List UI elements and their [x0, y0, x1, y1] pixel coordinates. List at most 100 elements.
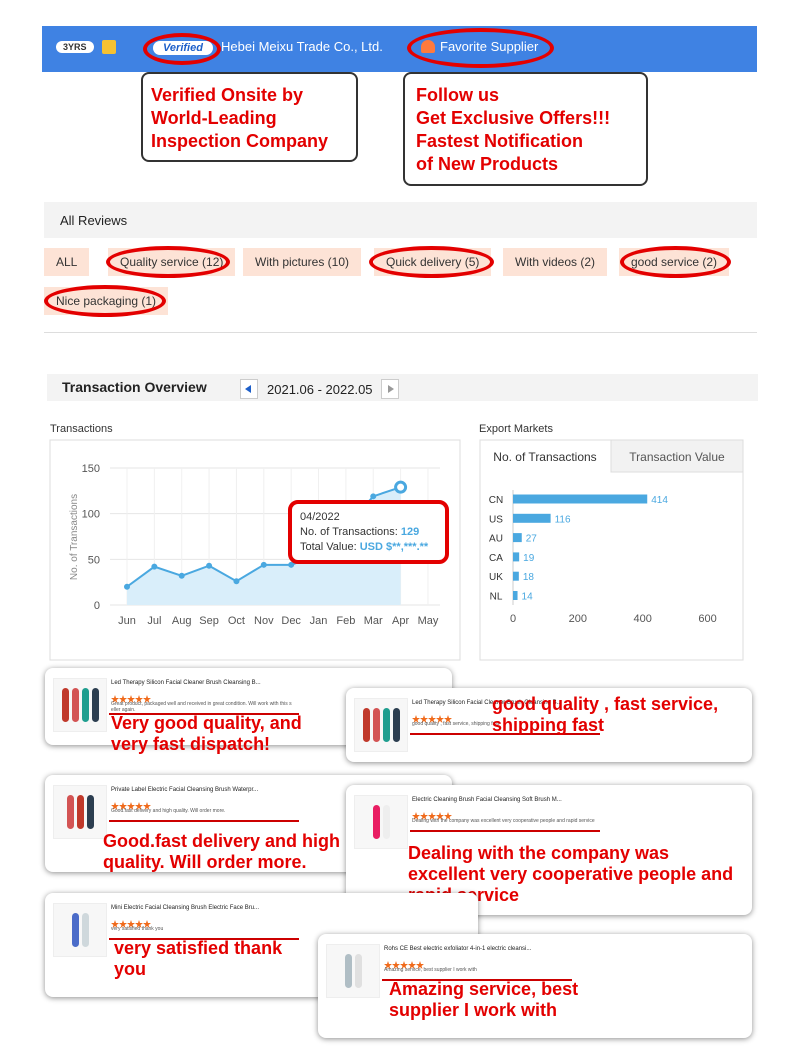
highlight-ring [44, 285, 166, 317]
review-comment: Good.fast delivery and high quality. Wil… [111, 808, 226, 814]
product-shape [61, 688, 69, 722]
point [370, 493, 377, 500]
line: Inspection Company [151, 131, 329, 151]
point [178, 572, 185, 579]
product-shape [382, 708, 390, 742]
product-shape [71, 913, 79, 947]
next-button[interactable] [381, 379, 399, 399]
overview-title: Transaction Overview [62, 379, 207, 395]
tooltip: 04/2022 No. of Transactions: 129 Total V… [288, 500, 449, 564]
y-tick-label: 100 [82, 509, 100, 521]
product-title: Electric Cleaning Brush Facial Cleansing… [412, 797, 562, 803]
callout [141, 72, 358, 162]
point [206, 562, 213, 569]
y-tick-label: 50 [88, 554, 100, 566]
tooltip-label: Total Value: [300, 541, 357, 553]
x-tick-label: Sep [199, 615, 219, 627]
underline [410, 733, 600, 735]
value-label: 27 [526, 534, 538, 545]
stars [111, 802, 151, 810]
review-caption: Very good quality, and very fast dispatc… [111, 713, 302, 754]
company-name: Hebei Meixu Trade Co., Ltd. [221, 39, 383, 54]
area [127, 487, 401, 605]
product-shape [392, 708, 400, 742]
product-shape [372, 708, 380, 742]
product-title: Led Therapy Silicon Facial Cleaner Brush… [111, 680, 261, 686]
bar [513, 591, 518, 600]
product-shape [382, 805, 390, 839]
callout-text: Verified Onsite by World-Leading Inspectio… [151, 84, 328, 153]
product-shape [81, 913, 89, 947]
x-tick-label: Mar [364, 615, 383, 627]
bar [513, 552, 520, 562]
rating [412, 807, 452, 825]
stars [111, 695, 151, 703]
value-label: 116 [555, 514, 571, 525]
underline [382, 979, 572, 981]
review-caption: good quality , fast service, shipping fa… [492, 694, 719, 735]
product-image [53, 903, 107, 957]
product-shape [86, 795, 94, 829]
product-shape [362, 708, 370, 742]
rating [111, 915, 151, 933]
callout [403, 72, 648, 186]
product-shape [354, 954, 362, 988]
chart-title: Transactions [50, 423, 113, 435]
y-axis-label: No. of Transactions [69, 494, 80, 580]
value-label: 18 [523, 572, 535, 583]
rating [412, 710, 452, 728]
product-image [53, 678, 107, 732]
underline [410, 830, 600, 832]
review-comment: Dealing with the company was excellent v… [412, 818, 595, 824]
point [124, 583, 130, 590]
review-comment: Amazing service, best supplier I work wi… [384, 967, 477, 973]
y-tick-label: AU [489, 534, 503, 545]
product-shape [71, 688, 79, 722]
panel [479, 439, 744, 661]
rating [384, 956, 424, 974]
crown-icon [102, 40, 116, 54]
y-tick-label: 0 [94, 600, 100, 612]
y-tick-label: UK [489, 572, 503, 583]
line: Get Exclusive Offers!!! [416, 108, 611, 128]
stars [412, 812, 452, 820]
x-tick-label: Jul [147, 615, 161, 627]
callout-text: Follow us Get Exclusive Offers!!! Fastest … [416, 84, 610, 176]
filter-chip[interactable]: With pictures (10) [243, 248, 362, 276]
x-tick-label: May [418, 615, 439, 627]
review-card: Electric Cleaning Brush Facial Cleansing… [346, 785, 752, 915]
product-image [354, 698, 408, 752]
product-shape [66, 795, 74, 829]
divider [44, 332, 757, 333]
filter-chip[interactable]: ALL [44, 248, 90, 276]
bar [513, 494, 648, 504]
underline [109, 938, 299, 940]
stars [111, 920, 151, 928]
underline [109, 820, 299, 822]
value-label: 414 [651, 495, 668, 506]
tooltip-value: USD $**,***.** [359, 541, 429, 553]
review-comment: very satisfied thank you [111, 926, 164, 932]
highlight-ring [620, 246, 731, 278]
line: of New Products [416, 154, 559, 174]
reviews-header [44, 202, 757, 238]
x-tick-label: 200 [569, 613, 587, 625]
bar [513, 533, 522, 543]
product-shape [91, 688, 99, 722]
product-title: Led Therapy Silicon Facial Cleaner Brush… [412, 700, 562, 706]
prev-button[interactable] [240, 379, 258, 399]
x-tick-label: Oct [228, 615, 245, 627]
x-tick-label: Apr [392, 615, 409, 627]
filter-chip[interactable]: With videos (2) [503, 248, 608, 276]
tab: Transaction Value [629, 450, 725, 464]
tooltip-value: 129 [400, 526, 420, 538]
x-tick-label: Dec [281, 615, 301, 627]
product-image [354, 795, 408, 849]
point [260, 561, 267, 568]
review-card: Led Therapy Silicon Facial Cleaner Brush… [346, 688, 752, 762]
x-tick-label: Jan [310, 615, 328, 627]
highlight-ring [369, 246, 494, 278]
product-shape [372, 805, 380, 839]
x-tick-label: 0 [510, 613, 516, 625]
